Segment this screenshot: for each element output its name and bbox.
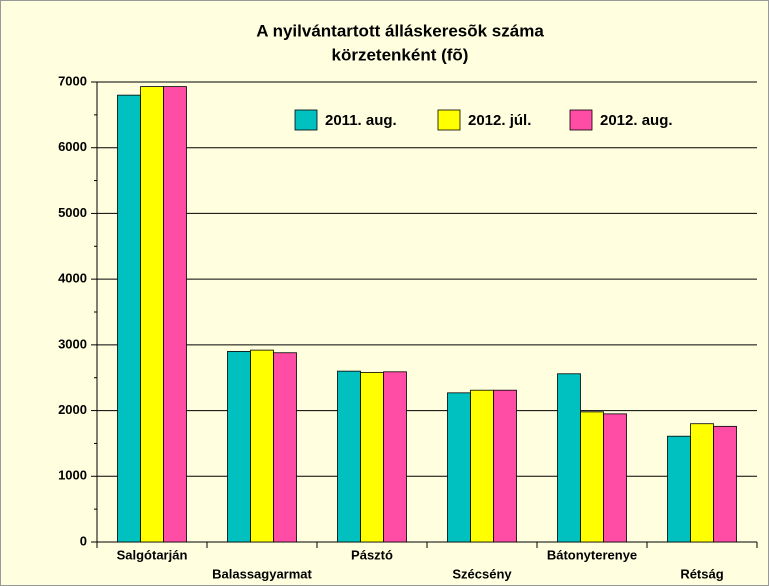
y-tick-label: 0 (80, 533, 87, 548)
legend-swatch (294, 109, 318, 131)
legend-label: 2012. aug. (600, 112, 673, 129)
legend-label: 2012. júl. (468, 112, 531, 129)
x-tick-label: Rétság (680, 566, 723, 581)
x-tick-label: Bátonyterenye (547, 547, 637, 562)
y-tick-label: 6000 (58, 139, 87, 154)
bar (557, 373, 581, 543)
x-tick-label: Balassagyarmat (212, 566, 312, 581)
legend-label: 2011. aug. (325, 112, 397, 129)
y-tick-label: 5000 (58, 205, 87, 220)
y-tick-label: 4000 (58, 271, 87, 286)
bar (227, 351, 251, 543)
y-tick-label: 7000 (58, 73, 87, 88)
x-tick-label: Salgótarján (117, 547, 188, 562)
bar (273, 352, 297, 543)
chart-title: A nyilvántartott álláskeresõk száma (256, 21, 544, 40)
bar (163, 86, 187, 543)
bar (493, 389, 517, 543)
bar (713, 425, 737, 543)
y-tick-label: 1000 (58, 468, 87, 483)
bar (667, 435, 691, 543)
bar (470, 389, 494, 543)
bar (140, 86, 164, 543)
bar (117, 94, 141, 543)
bar (603, 413, 627, 543)
chart-title: körzetenként (fõ) (332, 45, 469, 64)
legend-swatch (569, 109, 593, 131)
bar (383, 371, 407, 543)
bar (360, 372, 384, 543)
y-tick-label: 2000 (58, 402, 87, 417)
x-tick-label: Szécsény (452, 566, 512, 581)
legend-swatch (437, 109, 461, 131)
bar (337, 370, 361, 543)
bar (690, 423, 714, 543)
y-tick-label: 3000 (58, 336, 87, 351)
x-tick-label: Pásztó (351, 547, 393, 562)
bar (447, 392, 471, 543)
bar (580, 411, 604, 543)
bar (250, 349, 274, 543)
